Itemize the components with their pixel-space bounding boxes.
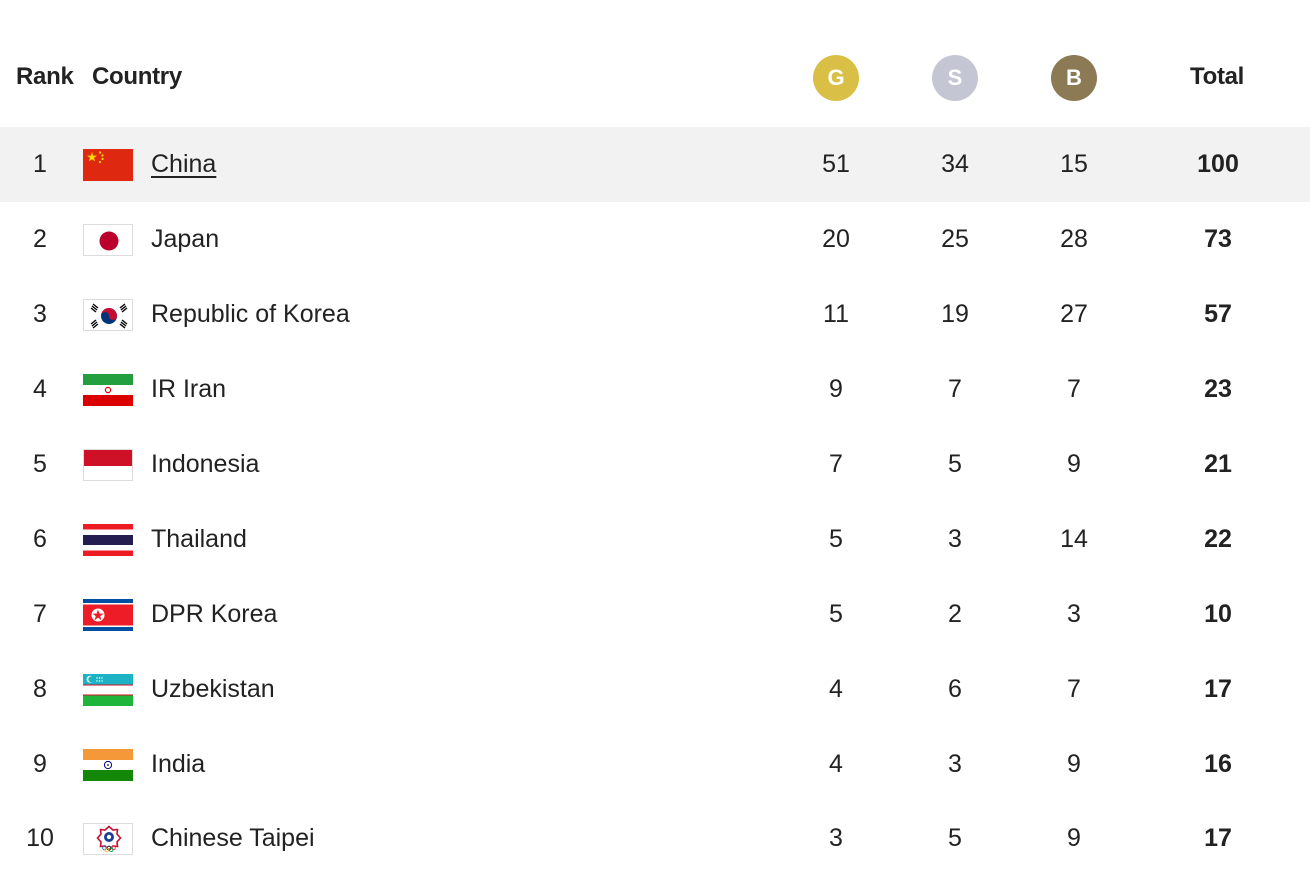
rank-cell: 4 [33, 375, 47, 403]
silver-count: 6 [948, 675, 962, 703]
rank-header: Rank [16, 63, 74, 90]
bronze-count: 9 [1067, 750, 1081, 778]
silver-count: 34 [941, 150, 969, 178]
iran-flag-icon [83, 374, 133, 406]
total-count: 23 [1204, 375, 1232, 403]
bronze-count: 3 [1067, 600, 1081, 628]
total-count: 57 [1204, 300, 1232, 328]
total-count: 17 [1204, 675, 1232, 703]
silver-count: 3 [948, 525, 962, 553]
indonesia-flag-icon [83, 449, 133, 481]
country-name: IR Iran [151, 375, 227, 403]
rank-cell: 7 [33, 600, 47, 628]
country-name: Indonesia [151, 450, 260, 478]
uzbekistan-flag-icon [83, 674, 133, 706]
country-name: Thailand [151, 525, 247, 553]
table-row: 4 IR Iran 9 7 7 23 [0, 352, 1310, 427]
bronze-medal-icon: B [1051, 55, 1097, 101]
silver-count: 25 [941, 225, 969, 253]
bronze-count: 9 [1067, 824, 1081, 852]
country-name: India [151, 750, 206, 778]
thailand-flag-icon [83, 524, 133, 556]
bronze-count: 9 [1067, 450, 1081, 478]
country-name: Japan [151, 225, 220, 253]
rank-cell: 10 [26, 824, 54, 852]
total-count: 16 [1204, 750, 1232, 778]
india-flag-icon [83, 749, 133, 781]
bronze-count: 27 [1060, 300, 1088, 328]
silver-count: 5 [948, 824, 962, 852]
gold-count: 4 [829, 750, 843, 778]
rank-cell: 8 [33, 675, 47, 703]
total-count: 22 [1204, 525, 1232, 553]
gold-count: 5 [829, 525, 843, 553]
country-name: Uzbekistan [151, 675, 275, 703]
country-name: Chinese Taipei [151, 824, 315, 852]
total-count: 100 [1197, 150, 1239, 178]
gold-count: 4 [829, 675, 843, 703]
table-row: 6 Thailand 5 3 14 22 [0, 502, 1310, 577]
gold-count: 51 [822, 150, 850, 178]
gold-count: 3 [829, 824, 843, 852]
table-header: Rank Country G S B Total [0, 35, 1310, 123]
rank-cell: 1 [33, 150, 47, 178]
gold-count: 11 [823, 300, 849, 328]
table-row: 2 Japan 20 25 28 73 [0, 202, 1310, 277]
total-header: Total [1190, 63, 1245, 90]
gold-count: 7 [829, 450, 843, 478]
rank-cell: 2 [33, 225, 47, 253]
rank-cell: 6 [33, 525, 47, 553]
rank-cell: 9 [33, 750, 47, 778]
total-count: 21 [1204, 450, 1232, 478]
table-row: 8 Uzbekistan 4 6 7 17 [0, 652, 1310, 727]
table-row: 9 India 4 3 9 16 [0, 727, 1310, 802]
silver-count: 2 [948, 600, 962, 628]
table-row: 1 China 51 34 15 100 [0, 127, 1310, 202]
silver-count: 19 [941, 300, 969, 328]
chinese-taipei-flag-icon [83, 823, 133, 855]
bronze-count: 14 [1060, 525, 1088, 553]
table-row: 5 Indonesia 7 5 9 21 [0, 427, 1310, 502]
china-flag-icon [83, 149, 133, 181]
table-row: 7 DPR Korea 5 2 3 10 [0, 577, 1310, 652]
gold-count: 20 [822, 225, 850, 253]
silver-medal-icon: S [932, 55, 978, 101]
total-count: 17 [1204, 824, 1232, 852]
rank-cell: 3 [33, 300, 47, 328]
bronze-count: 28 [1060, 225, 1088, 253]
silver-count: 7 [948, 375, 962, 403]
bronze-count: 7 [1067, 375, 1081, 403]
gold-count: 5 [829, 600, 843, 628]
country-name: DPR Korea [151, 600, 278, 628]
table-row: 10 Chinese Taipei 3 5 9 17 [0, 801, 1310, 876]
total-count: 73 [1204, 225, 1232, 253]
gold-count: 9 [829, 375, 843, 403]
country-header: Country [92, 63, 182, 90]
bronze-count: 15 [1060, 150, 1088, 178]
silver-count: 5 [948, 450, 962, 478]
rank-cell: 5 [33, 450, 47, 478]
table-row: 3 Republic of Korea 11 19 27 57 [0, 277, 1310, 352]
bronze-count: 7 [1067, 675, 1081, 703]
dpr-korea-flag-icon [83, 599, 133, 631]
gold-medal-icon: G [813, 55, 859, 101]
country-name: Republic of Korea [151, 300, 350, 328]
korea-flag-icon [83, 299, 133, 331]
silver-count: 3 [948, 750, 962, 778]
japan-flag-icon [83, 224, 133, 256]
country-link-china[interactable]: China [151, 150, 217, 178]
total-count: 10 [1204, 600, 1232, 628]
